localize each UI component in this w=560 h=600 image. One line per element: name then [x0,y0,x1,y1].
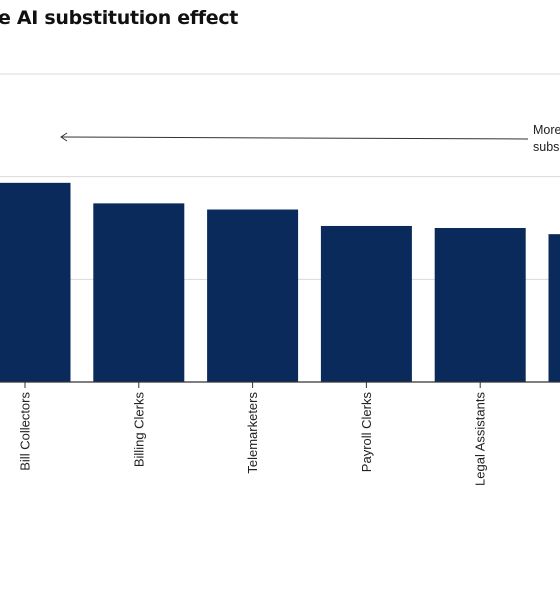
x-tick-labels: Bill Collectors Billing Clerks Telemarkete… [18,392,488,486]
x-tick-label: Telemarketers [245,392,260,474]
x-ticks [24,382,481,388]
x-tick-label: Billing Clerks [131,392,146,468]
bar [0,182,71,382]
bar [93,203,185,382]
annotation-arrow-line [61,136,529,140]
x-tick-label: Bill Collectors [18,392,33,471]
annotation-text-line-2: subs [533,140,559,154]
bar [320,225,412,382]
annotation-text-line-1: More [533,123,560,137]
bars [0,182,560,382]
bar [434,228,526,382]
bar [548,234,560,382]
x-tick-label: Legal Assistants [473,392,488,486]
annotation: More subs [60,123,560,154]
bar [207,209,299,382]
chart-title: e AI substitution effect [0,7,239,29]
annotation-arrowhead [60,132,68,142]
x-tick-label: Payroll Clerks [359,392,374,473]
